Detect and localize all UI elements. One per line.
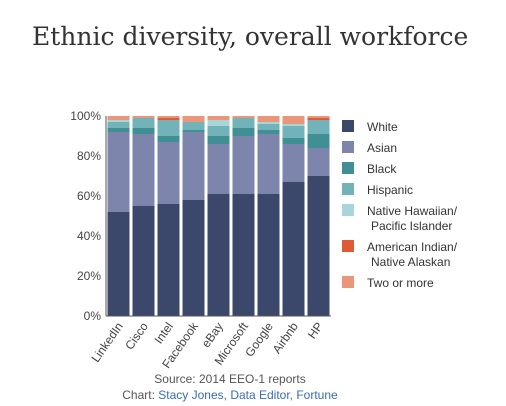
- legend-label: American Indian/Native Alaskan: [367, 240, 458, 269]
- legend-swatch: [342, 183, 354, 195]
- bar-segment: [307, 134, 330, 148]
- x-tick-label: Cisco: [122, 319, 151, 352]
- y-tick-label: 100%: [70, 109, 101, 123]
- bar-segment: [157, 120, 180, 136]
- legend-swatch: [342, 240, 354, 252]
- bar-segment: [257, 130, 280, 134]
- y-tick-label: 80%: [77, 149, 101, 163]
- bar-segment: [232, 116, 255, 118]
- bar-segment: [107, 122, 130, 128]
- bar-segment: [207, 120, 230, 126]
- bar-segment: [257, 194, 280, 316]
- bar-segment: [307, 120, 330, 134]
- bar-segment: [107, 116, 130, 120]
- y-tick-label: 0%: [84, 309, 102, 323]
- bar-segment: [282, 182, 305, 316]
- legend-swatch: [342, 276, 354, 288]
- bar-segment: [157, 116, 180, 118]
- legend-label: Native Hawaiian/Pacific Islander: [367, 204, 458, 233]
- bar-segment: [107, 212, 130, 316]
- legend-label: White: [367, 120, 398, 134]
- bar-segment: [257, 122, 280, 124]
- bar-segment: [182, 130, 205, 132]
- bar-segment: [282, 144, 305, 182]
- bar-segment: [257, 134, 280, 194]
- y-tick-label: 40%: [77, 229, 101, 243]
- bar-segment: [157, 118, 180, 120]
- bar-segment: [132, 116, 155, 118]
- y-tick-label: 20%: [77, 269, 101, 283]
- bar-segment: [207, 144, 230, 194]
- bar-segment: [307, 176, 330, 316]
- bar-segment: [107, 132, 130, 212]
- legend-label: Two or more: [367, 276, 434, 290]
- x-tick-label: Airbnb: [270, 319, 302, 356]
- bar-segment: [132, 128, 155, 134]
- legend-swatch: [342, 204, 354, 216]
- bar-segment: [182, 132, 205, 200]
- bar-segment: [282, 116, 305, 124]
- bar-segment: [232, 194, 255, 316]
- bar-segment: [107, 120, 130, 122]
- legend-swatch: [342, 120, 354, 132]
- y-tick-label: 60%: [77, 189, 101, 203]
- x-tick-label: HP: [305, 320, 326, 342]
- chart-credit: Chart: Stacy Jones, Data Editor, Fortune: [0, 388, 460, 402]
- bar-segment: [207, 126, 230, 136]
- bar-segment: [257, 116, 280, 122]
- bar-segment: [307, 118, 330, 120]
- bar-segment: [232, 118, 255, 128]
- bar-segment: [182, 200, 205, 316]
- bar-segment: [132, 118, 155, 128]
- bar-segment: [307, 116, 330, 118]
- bar-segment: [257, 124, 280, 130]
- bar-segment: [207, 116, 230, 120]
- bar-segment: [157, 142, 180, 204]
- credit-prefix: Chart:: [122, 388, 159, 402]
- chart-source: Source: 2014 EEO-1 reports: [154, 372, 306, 386]
- bar-segment: [157, 204, 180, 316]
- bar-segment: [132, 206, 155, 316]
- bar-segment: [207, 136, 230, 144]
- x-tick-label: Intel: [151, 320, 175, 347]
- x-tick-label: LinkedIn: [88, 320, 125, 365]
- bar-segment: [107, 128, 130, 132]
- legend-label: Black: [367, 162, 397, 176]
- bar-segment: [182, 116, 205, 122]
- bar-segment: [132, 134, 155, 206]
- legend-label: Asian: [367, 141, 397, 155]
- bar-segment: [157, 136, 180, 142]
- bar-segment: [282, 124, 305, 126]
- bar-segment: [207, 194, 230, 316]
- credit-author-link[interactable]: Stacy Jones, Data Editor, Fortune: [158, 388, 338, 402]
- bar-segment: [282, 126, 305, 138]
- bar-segment: [307, 148, 330, 176]
- legend-swatch: [342, 162, 354, 174]
- legend-swatch: [342, 141, 354, 153]
- bar-segment: [282, 138, 305, 144]
- bar-segment: [182, 122, 205, 130]
- bar-segment: [232, 136, 255, 194]
- bar-segment: [232, 128, 255, 136]
- legend-label: Hispanic: [367, 183, 413, 197]
- chart-title: Ethnic diversity, overall workforce: [32, 22, 469, 51]
